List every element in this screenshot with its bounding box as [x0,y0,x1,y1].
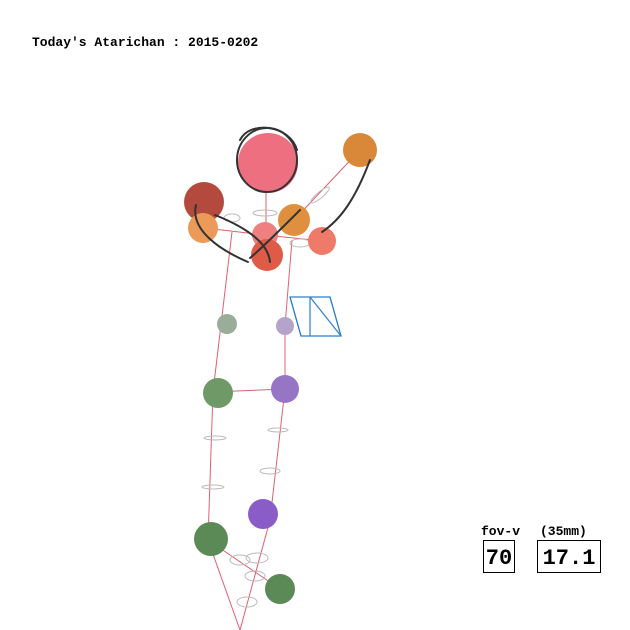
hip [217,314,237,334]
foot [265,574,295,604]
fov-value: 70 [486,546,512,571]
decoration [321,159,371,233]
decoration [252,209,278,217]
hand [343,133,377,167]
left-leg-bone [207,231,241,630]
decoration [329,296,342,337]
decoration [203,435,227,441]
ankle [194,522,228,556]
focal-value: 17.1 [543,546,596,571]
knee [271,375,299,403]
decoration [267,427,289,433]
fov-box [483,540,515,573]
decoration [201,484,225,490]
decoration [289,296,302,337]
decoration [259,467,281,475]
ankle [248,499,278,529]
decoration [244,570,266,582]
fov-label: fov-v [481,524,520,539]
hand [184,182,224,222]
elbow [278,204,310,236]
hip [276,317,294,335]
decoration [239,126,298,151]
knee [203,378,233,408]
decoration [310,186,330,204]
decoration [309,296,342,337]
shoulder [188,213,218,243]
body-blobs [184,133,377,604]
focal-box [537,540,601,573]
camera-cube [289,296,342,337]
decoration [236,596,258,608]
decoration [245,552,269,564]
head [238,133,298,193]
chest [251,239,283,271]
decoration [249,209,301,259]
decoration [194,204,249,263]
decoration [214,214,271,263]
title: Today's Atarichan : 2015-0202 [32,35,258,50]
unit-label: (35mm) [540,524,587,539]
shoulder [308,227,336,255]
decoration [229,554,251,566]
ink-strokes [194,126,371,263]
